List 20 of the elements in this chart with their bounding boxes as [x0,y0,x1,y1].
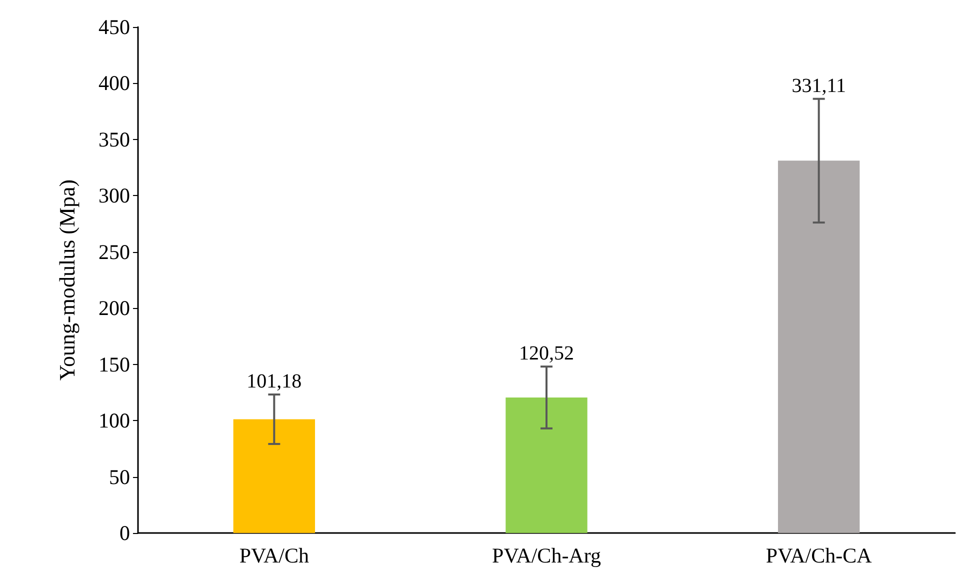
x-tick-label: PVA/Ch [239,544,310,568]
y-tick-label: 450 [98,15,130,39]
y-tick-label: 200 [98,296,130,320]
bar [233,419,316,533]
y-tick-label: 250 [98,240,130,264]
y-tick-label: 300 [98,184,130,208]
y-tick-label: 0 [120,521,130,545]
data-label: 101,18 [246,370,302,392]
data-label: 120,52 [519,342,574,365]
x-tick-label: PVA/Ch-Arg [492,544,602,568]
bar [778,160,860,533]
bar [506,397,588,533]
y-tick-label: 100 [98,408,130,433]
y-tick-label: 350 [98,127,130,152]
y-axis-title: Young-modulus (Mpa) [54,179,80,381]
y-tick-label: 150 [98,352,130,376]
y-tick-label: 50 [109,464,130,489]
y-tick-label: 400 [98,71,130,96]
x-tick-label: PVA/Ch-CA [766,544,873,568]
data-label: 331,11 [792,74,846,97]
